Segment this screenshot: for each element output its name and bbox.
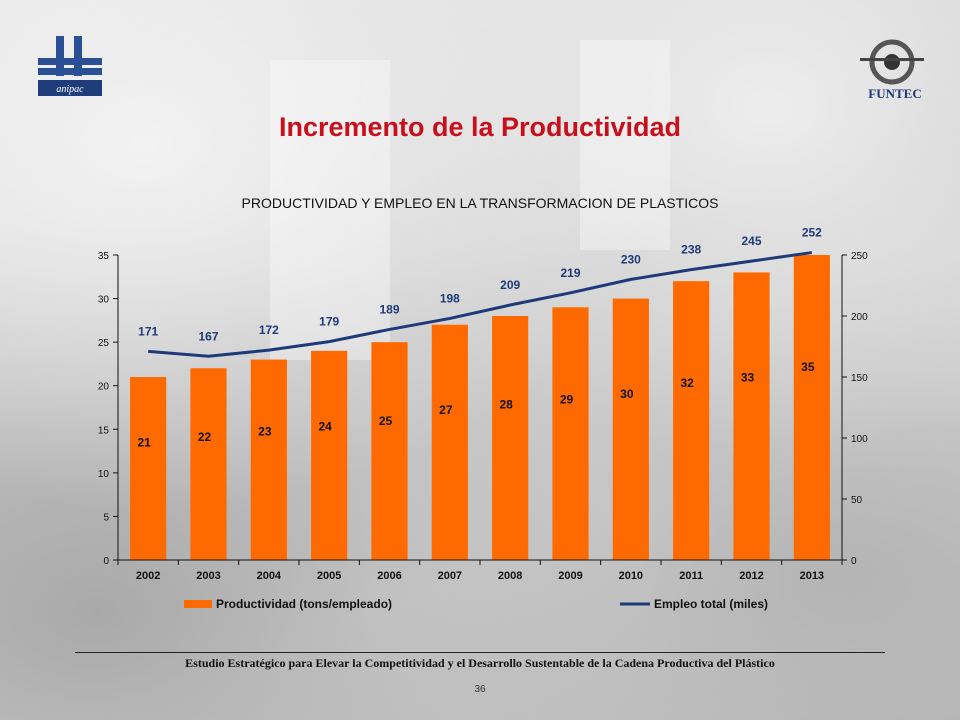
x-axis-tick-label: 2002 [136,570,160,582]
bar-data-label: 33 [741,371,755,385]
bar-data-label: 23 [258,425,272,439]
bar [612,298,649,560]
left-axis-tick-label: 30 [98,295,110,306]
line-data-label: 230 [621,252,641,266]
left-axis-tick-label: 15 [98,425,110,436]
chart-title: PRODUCTIVIDAD Y EMPLEO EN LA TRANSFORMAC… [242,195,719,211]
line-data-label: 198 [440,291,460,305]
x-axis-tick-label: 2003 [196,570,220,582]
bar-data-label: 21 [137,436,151,450]
line-data-label: 172 [259,323,279,337]
bar [673,281,710,560]
bar [250,359,287,560]
right-axis-tick-label: 200 [851,312,868,323]
left-axis-tick-label: 5 [103,512,109,523]
left-axis: 0 5 10 15 20 25 30 35 [98,251,119,567]
footer-text: Estudio Estratégico para Elevar la Compe… [185,656,775,670]
line-data-label: 245 [741,234,761,248]
x-axis-tick-label: 2008 [498,570,522,582]
legend-bar-swatch [184,600,212,608]
x-axis-tick-label: 2009 [558,570,582,582]
background-highlight [270,60,390,360]
x-axis-tick-label: 2012 [739,570,763,582]
left-axis-tick-label: 20 [98,382,110,393]
anipac-logo: anipac [38,36,102,96]
x-axis: 2002 2003 2004 2005 2006 2007 2008 2009 2010 2011… [117,559,843,582]
right-axis-tick-label: 50 [851,495,863,506]
bar-series: 21 22 23 24 25 27 28 29 30 32 33 35 [130,255,830,560]
right-axis-tick-label: 150 [851,373,868,384]
bar-data-label: 27 [439,403,453,417]
right-axis: 0 50 100 150 200 250 [841,251,868,567]
bar [733,272,770,560]
line-data-label: 171 [138,324,158,338]
line-data-label: 219 [560,266,580,280]
footer-divider [75,652,885,653]
right-axis-tick-label: 100 [851,434,868,445]
line-data-label: 179 [319,315,339,329]
page-number: 36 [474,684,486,695]
line-series: 171 167 172 179 189 198 209 219 230 238 245 252 [138,226,822,358]
x-axis-tick-label: 2006 [377,570,401,582]
left-axis-tick-label: 0 [103,556,109,567]
right-axis-tick-label: 250 [851,251,868,262]
funtec-logo [860,39,924,85]
bar [492,316,529,560]
bar-data-label: 24 [318,419,332,433]
bar [130,377,167,560]
bar [793,255,830,560]
x-axis-tick-label: 2013 [800,570,824,582]
bar [190,368,227,560]
bar [371,342,408,560]
bar-data-label: 22 [198,430,212,444]
legend-bar-label: Productividad (tons/empleado) [216,597,392,611]
bar-data-label: 25 [379,414,393,428]
productivity-employment-chart: PRODUCTIVIDAD Y EMPLEO EN LA TRANSFORMAC… [98,195,868,611]
x-axis-tick-label: 2007 [438,570,462,582]
funtec-logo-text: FUNTEC [868,86,922,101]
bar [552,307,589,560]
bar-data-label: 29 [560,392,574,406]
legend: Productividad (tons/empleado) Empleo tot… [184,597,768,611]
line-data-label: 252 [802,226,822,240]
right-axis-tick-label: 0 [851,556,857,567]
line-data-label: 189 [379,302,399,316]
left-axis-tick-label: 35 [98,251,110,262]
line-data-label: 238 [681,243,701,257]
bar [431,324,468,560]
legend-line-label: Empleo total (miles) [654,597,768,611]
left-axis-tick-label: 10 [98,469,110,480]
background-highlight [580,40,670,250]
left-axis-tick-label: 25 [98,338,110,349]
x-axis-tick-label: 2010 [619,570,643,582]
bar-data-label: 30 [620,387,634,401]
line-data-label: 209 [500,278,520,292]
bar [311,350,348,560]
line-data-label: 167 [198,329,218,343]
x-axis-tick-label: 2011 [679,570,703,582]
x-axis-tick-label: 2005 [317,570,341,582]
page-title: Incremento de la Productividad [278,112,682,142]
bar-data-label: 32 [680,376,694,390]
logo-left-text: anipac [56,84,84,95]
bar-data-label: 35 [801,360,815,374]
bar-data-label: 28 [499,398,513,412]
employment-line [148,251,813,358]
x-axis-tick-label: 2004 [257,570,282,582]
